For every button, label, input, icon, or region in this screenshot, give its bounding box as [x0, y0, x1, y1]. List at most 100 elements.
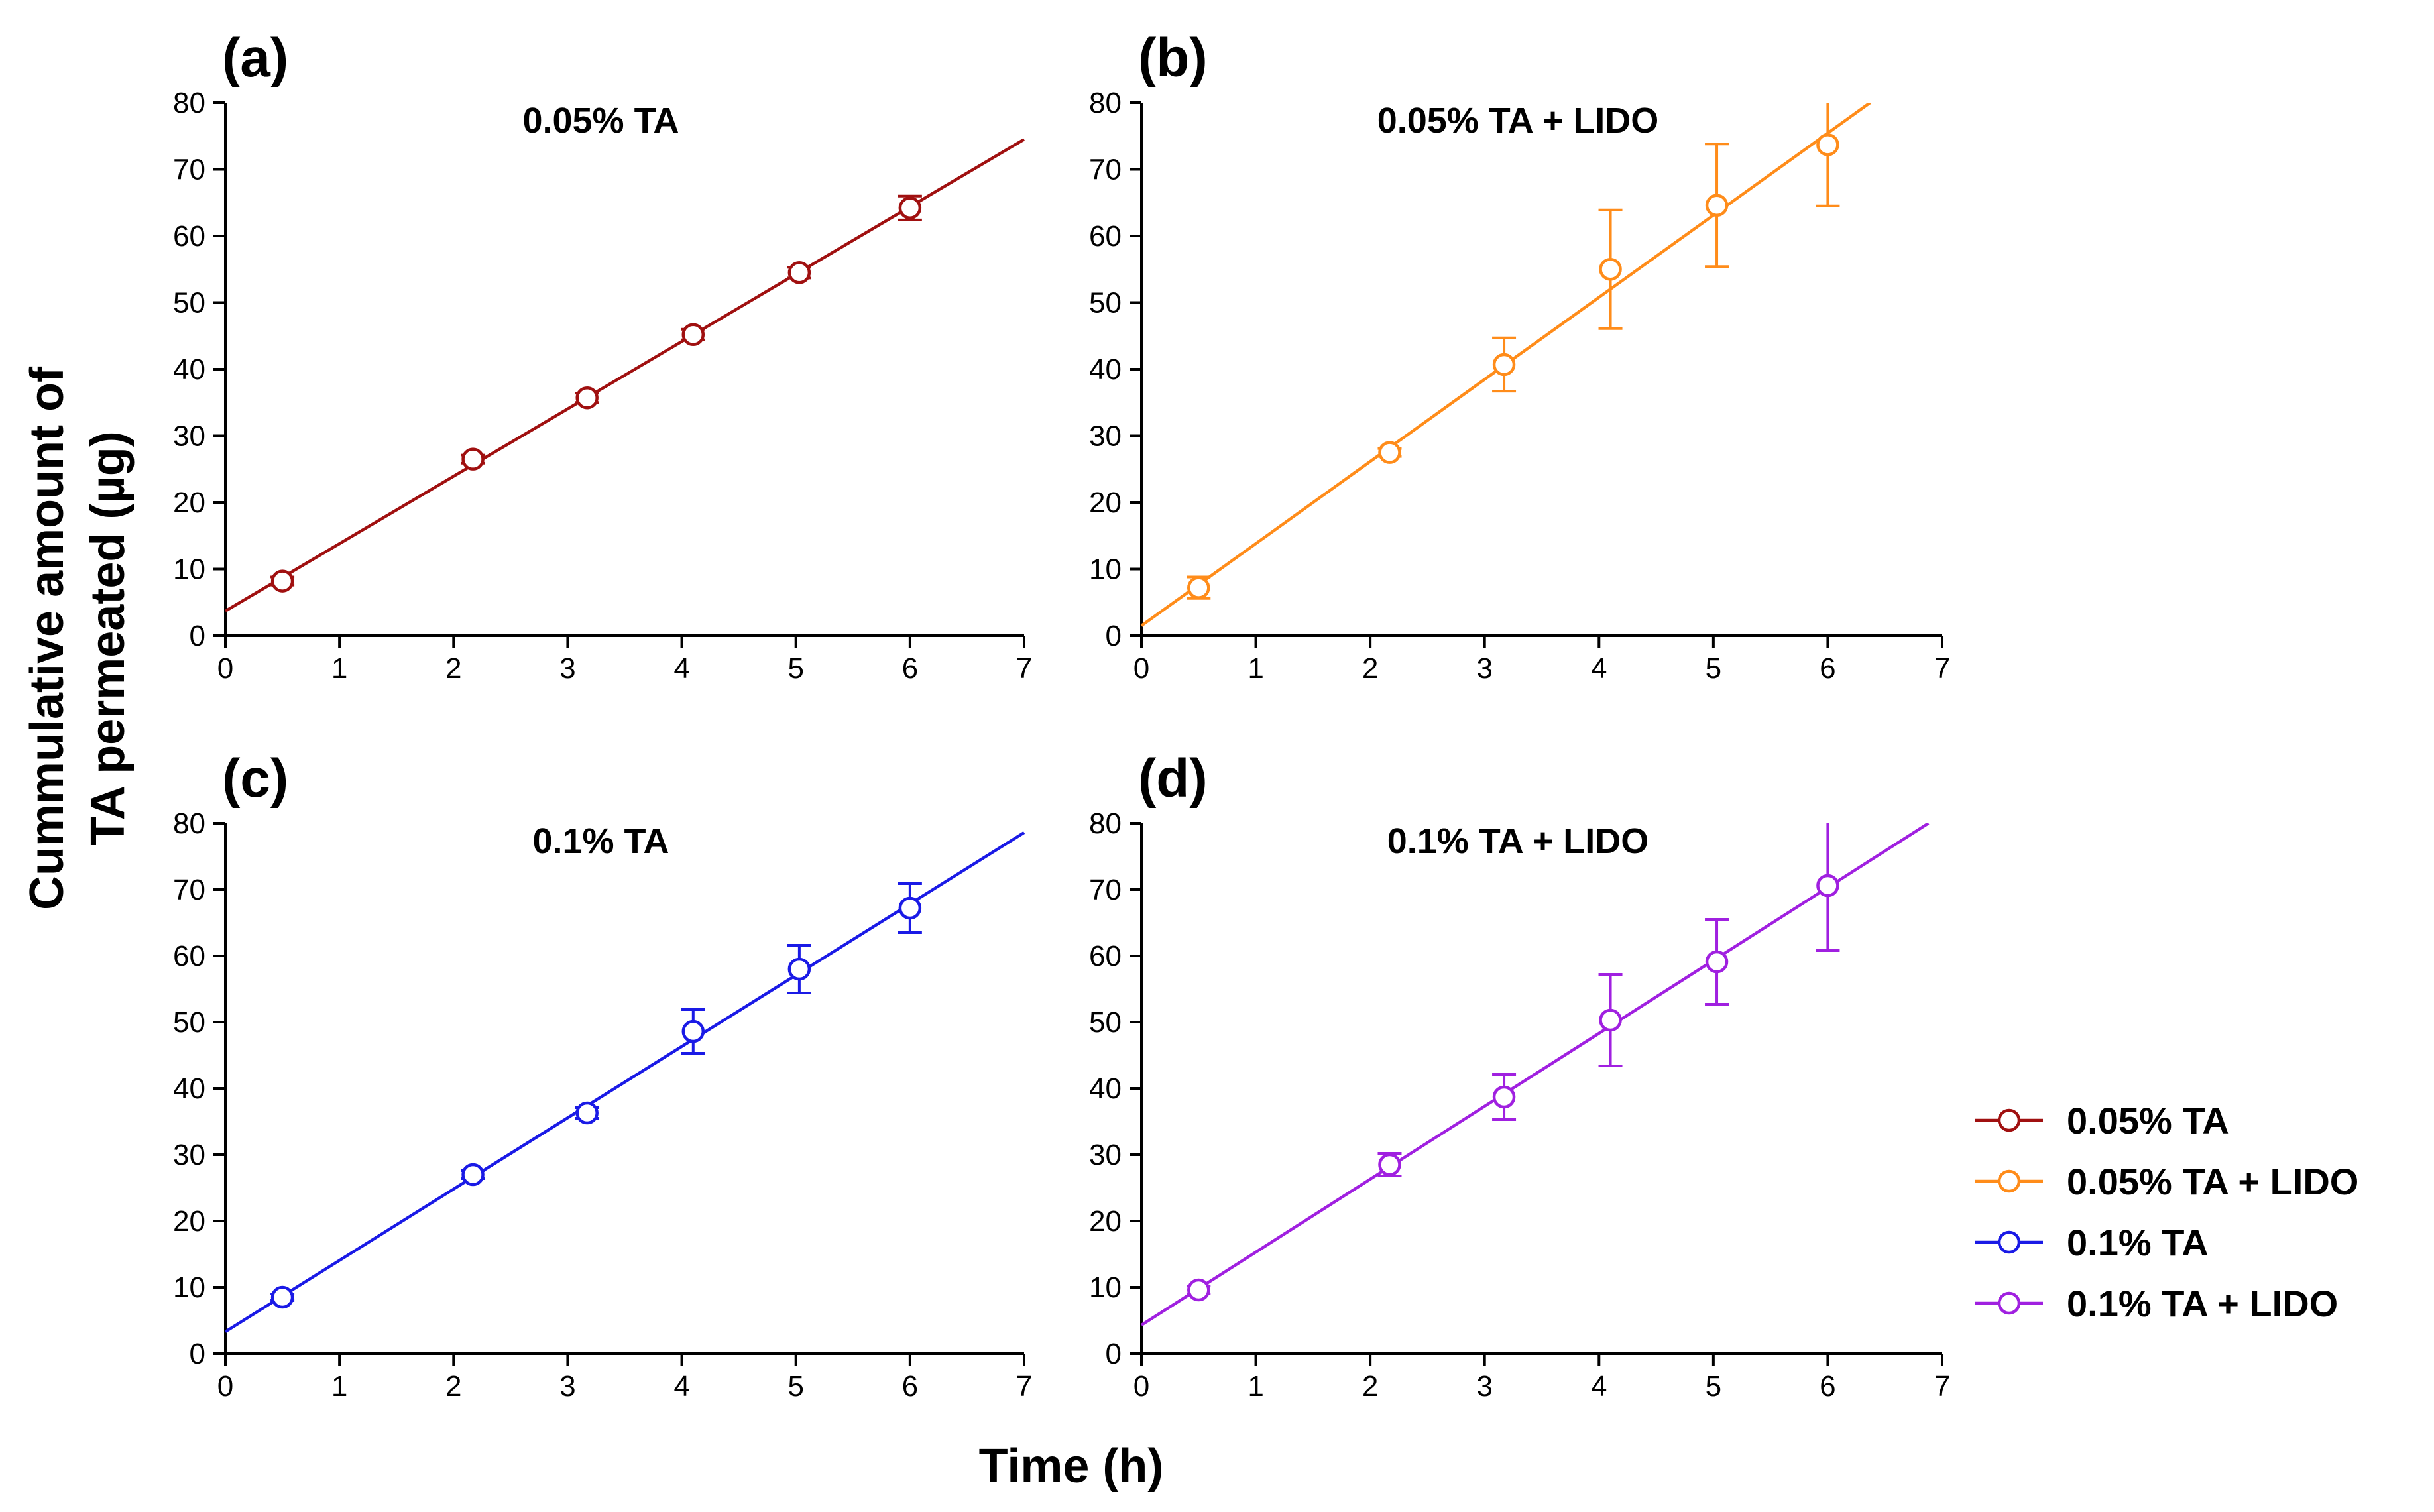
x-tick-label: 1	[1247, 1370, 1263, 1403]
x-tick-label: 6	[1820, 652, 1835, 685]
y-tick-label: 50	[173, 287, 205, 320]
x-tick-label: 6	[1820, 1370, 1835, 1403]
x-tick-label: 4	[673, 1370, 689, 1403]
y-tick-label: 50	[173, 1006, 205, 1039]
panel-title: 0.05% TA	[522, 101, 679, 141]
data-point	[1378, 1153, 1401, 1177]
y-tick-label: 40	[173, 1073, 205, 1105]
data-point	[898, 896, 922, 920]
y-tick-label: 0	[1106, 1338, 1122, 1370]
x-tick-label: 0	[217, 1370, 233, 1403]
y-tick-label: 30	[173, 420, 205, 453]
x-tick-label: 5	[787, 652, 803, 685]
y-tick-label: 60	[1089, 940, 1122, 972]
legend-label: 0.1% TA + LIDO	[2067, 1283, 2338, 1324]
x-tick-label: 5	[787, 1370, 803, 1403]
data-point	[787, 261, 811, 284]
y-tick-label: 0	[190, 1338, 205, 1370]
x-tick-label: 3	[1476, 1370, 1492, 1403]
y-tick-label: 40	[1089, 353, 1122, 386]
data-point	[1492, 353, 1516, 377]
x-tick-label: 2	[1362, 652, 1378, 685]
y-tick-label: 70	[173, 154, 205, 186]
panel-letter: (b)	[1138, 28, 1208, 88]
data-point	[1187, 576, 1210, 599]
y-tick-label: 50	[1089, 1006, 1122, 1039]
y-tick-label: 10	[1089, 1271, 1122, 1304]
legend-label: 0.05% TA + LIDO	[2067, 1161, 2358, 1202]
legend-marker	[1997, 1169, 2021, 1193]
x-tick-label: 4	[1591, 1370, 1607, 1403]
data-point	[1816, 133, 1839, 156]
data-point	[1599, 258, 1622, 281]
y-tick-label: 20	[1089, 1205, 1122, 1238]
legend-label: 0.1% TA	[2067, 1222, 2209, 1263]
data-point	[681, 1019, 705, 1043]
data-point	[461, 1163, 485, 1187]
y-tick-label: 70	[1089, 874, 1122, 906]
data-point	[1378, 441, 1401, 464]
x-tick-label: 3	[559, 652, 575, 685]
data-point	[461, 447, 485, 471]
panel-title: 0.05% TA + LIDO	[1377, 101, 1659, 141]
x-tick-label: 4	[673, 652, 689, 685]
y-tick-label: 80	[173, 87, 205, 119]
x-tick-label: 1	[331, 1370, 347, 1403]
data-point	[1705, 950, 1729, 974]
panel-title: 0.1% TA	[532, 821, 669, 861]
fit-line	[224, 831, 1025, 1333]
x-tick-label: 2	[1362, 1370, 1378, 1403]
x-tick-label: 2	[445, 1370, 461, 1403]
x-tick-label: 3	[1476, 652, 1492, 685]
legend-label: 0.05% TA	[2067, 1100, 2229, 1141]
data-point	[1705, 194, 1729, 217]
legend: 0.05% TA 0.05% TA + LIDO 0.1% TA 0.1% TA + …	[1975, 1100, 2358, 1324]
x-tick-label: 0	[217, 652, 233, 685]
y-tick-label: 20	[173, 487, 205, 519]
data-point	[575, 1101, 599, 1125]
y-tick-label: 0	[190, 620, 205, 652]
y-tick-label: 20	[173, 1205, 205, 1238]
x-tick-label: 7	[1016, 1370, 1032, 1403]
x-tick-label: 1	[331, 652, 347, 685]
y-tick-label: 80	[1089, 807, 1122, 840]
legend-marker	[1997, 1230, 2021, 1254]
data-point	[787, 957, 811, 981]
y-tick-label: 60	[173, 220, 205, 253]
legend-item: 0.05% TA + LIDO	[1975, 1161, 2358, 1202]
data-point	[1816, 874, 1839, 898]
x-tick-label: 7	[1016, 652, 1032, 685]
data-point	[270, 569, 294, 593]
legend-item: 0.1% TA + LIDO	[1975, 1283, 2338, 1324]
y-tick-label: 80	[1089, 87, 1122, 119]
y-tick-label: 70	[1089, 154, 1122, 186]
fit-line	[224, 138, 1025, 612]
data-point	[1492, 1085, 1516, 1109]
x-tick-label: 7	[1934, 1370, 1950, 1403]
y-axis-title-line-2: TA permeated (µg)	[82, 431, 135, 846]
legend-item: 0.1% TA	[1975, 1222, 2209, 1263]
y-tick-label: 0	[1106, 620, 1122, 652]
fit-line	[1140, 823, 1930, 1326]
x-tick-label: 7	[1934, 652, 1950, 685]
x-tick-label: 5	[1706, 652, 1721, 685]
x-tick-label: 4	[1591, 652, 1607, 685]
y-tick-label: 80	[173, 807, 205, 840]
panel-letter: (d)	[1138, 748, 1208, 809]
y-axis-title-line-1: Cummulative amount of	[21, 366, 74, 910]
x-tick-label: 2	[445, 652, 461, 685]
panel-title: 0.1% TA + LIDO	[1387, 821, 1649, 861]
data-point	[898, 196, 922, 220]
y-tick-label: 30	[1089, 1139, 1122, 1171]
x-tick-label: 6	[902, 652, 918, 685]
x-tick-label: 6	[902, 1370, 918, 1403]
y-tick-label: 10	[1089, 553, 1122, 586]
x-tick-label: 5	[1706, 1370, 1721, 1403]
legend-item: 0.05% TA	[1975, 1100, 2229, 1141]
data-point	[270, 1285, 294, 1309]
